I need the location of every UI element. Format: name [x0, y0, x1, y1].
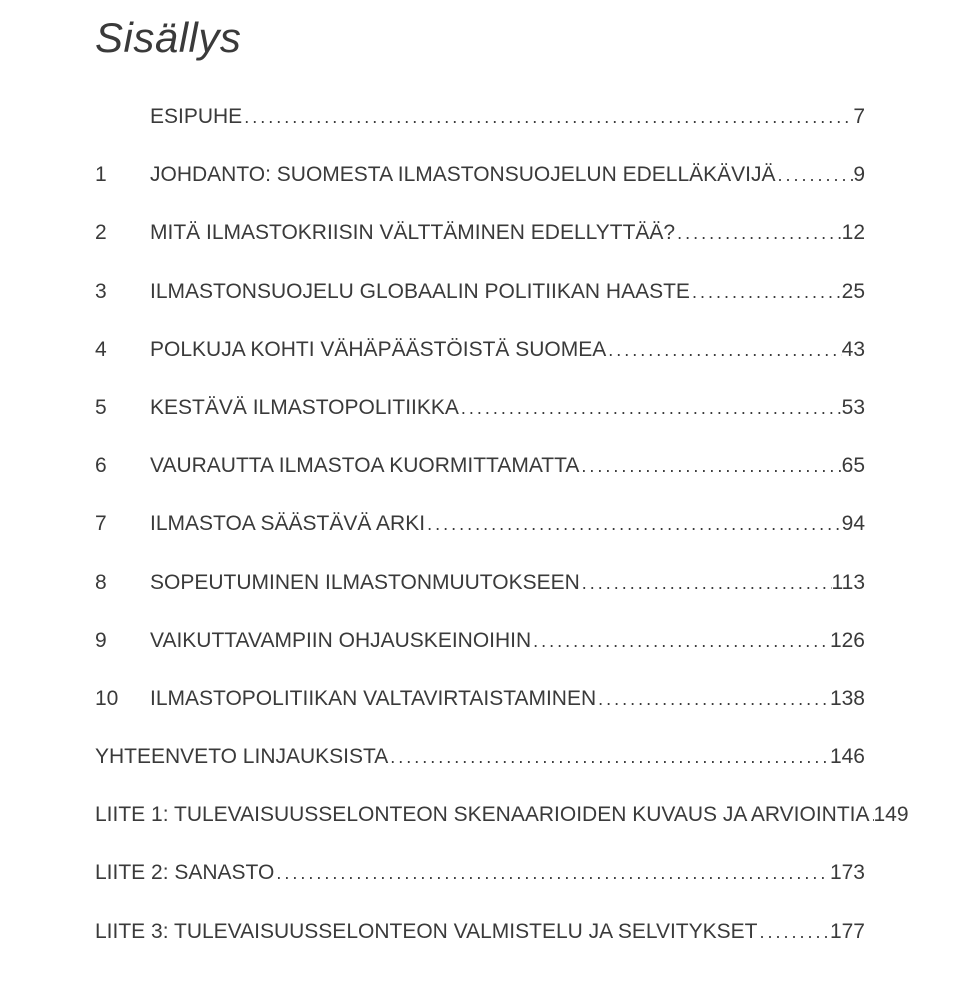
toc-chapter-label: SOPEUTUMINEN ILMASTONMUUTOKSEEN	[150, 570, 580, 595]
toc-entry: LIITE 3: TULEVAISUUSSELONTEON VALMISTELU…	[95, 919, 865, 944]
toc-chapter-label: LIITE 1: TULEVAISUUSSELONTEON SKENAARIOI…	[95, 802, 870, 827]
toc-chapter-number: 5	[95, 395, 150, 420]
toc-leader-dots	[274, 863, 830, 885]
toc-page-number: 113	[832, 570, 865, 595]
toc-chapter-label: POLKUJA KOHTI VÄHÄPÄÄSTÖISTÄ SUOMEA	[150, 337, 606, 362]
toc-leader-dots	[596, 689, 830, 711]
toc-chapter-label: VAIKUTTAVAMPIIN OHJAUSKEINOIHIN	[150, 628, 531, 653]
toc-page-number: 65	[842, 453, 865, 478]
toc-chapter-label: MITÄ ILMASTOKRIISIN VÄLTTÄMINEN EDELLYTT…	[150, 220, 675, 245]
toc-page-number: 53	[842, 395, 865, 420]
toc-entry: 8 SOPEUTUMINEN ILMASTONMUUTOKSEEN 113	[95, 570, 865, 595]
toc-entry: 2 MITÄ ILMASTOKRIISIN VÄLTTÄMINEN EDELLY…	[95, 220, 865, 245]
toc-entry: ESIPUHE 7	[95, 104, 865, 129]
toc-chapter-label: LIITE 2: SANASTO	[95, 860, 274, 885]
toc-page-number: 146	[830, 744, 865, 769]
toc-entry: 3 ILMASTONSUOJELU GLOBAALIN POLITIIKAN H…	[95, 279, 865, 304]
toc-page-number: 43	[842, 337, 865, 362]
toc-chapter-number: 9	[95, 628, 150, 653]
toc-page-number: 126	[830, 628, 865, 653]
toc-leader-dots	[459, 398, 842, 420]
toc-page-number: 138	[830, 686, 865, 711]
toc-page-number: 177	[830, 919, 865, 944]
toc-entry: 4 POLKUJA KOHTI VÄHÄPÄÄSTÖISTÄ SUOMEA 43	[95, 337, 865, 362]
toc-chapter-label: VAURAUTTA ILMASTOA KUORMITTAMATTA	[150, 453, 579, 478]
toc-leader-dots	[690, 282, 842, 304]
toc-entry: LIITE 2: SANASTO 173	[95, 860, 865, 885]
toc-leader-dots	[675, 223, 842, 245]
toc-entry: 5 KESTÄVÄ ILMASTOPOLITIIKKA 53	[95, 395, 865, 420]
toc-chapter-label: JOHDANTO: SUOMESTA ILMASTONSUOJELUN EDEL…	[150, 162, 776, 187]
page-title: Sisällys	[95, 14, 865, 62]
table-of-contents: ESIPUHE 7 1 JOHDANTO: SUOMESTA ILMASTONS…	[95, 104, 865, 944]
toc-chapter-label: ILMASTOPOLITIIKAN VALTAVIRTAISTAMINEN	[150, 686, 596, 711]
toc-chapter-number: 10	[95, 686, 150, 711]
toc-leader-dots	[580, 573, 832, 595]
toc-chapter-number: 2	[95, 220, 150, 245]
toc-page-number: 9	[853, 162, 865, 187]
toc-chapter-number: 4	[95, 337, 150, 362]
toc-leader-dots	[579, 456, 841, 478]
toc-page-number: 94	[842, 511, 865, 536]
toc-chapter-label: LIITE 3: TULEVAISUUSSELONTEON VALMISTELU…	[95, 919, 757, 944]
toc-chapter-label: ILMASTOA SÄÄSTÄVÄ ARKI	[150, 511, 425, 536]
toc-entry: 9 VAIKUTTAVAMPIIN OHJAUSKEINOIHIN 126	[95, 628, 865, 653]
toc-leader-dots	[606, 340, 841, 362]
toc-chapter-label: ILMASTONSUOJELU GLOBAALIN POLITIIKAN HAA…	[150, 279, 690, 304]
toc-chapter-label: KESTÄVÄ ILMASTOPOLITIIKKA	[150, 395, 459, 420]
toc-leader-dots	[531, 631, 830, 653]
toc-leader-dots	[757, 922, 829, 944]
toc-page-number: 149	[874, 802, 909, 827]
toc-entry: 1 JOHDANTO: SUOMESTA ILMASTONSUOJELUN ED…	[95, 162, 865, 187]
toc-chapter-number: 3	[95, 279, 150, 304]
toc-entry: LIITE 1: TULEVAISUUSSELONTEON SKENAARIOI…	[95, 802, 865, 827]
toc-chapter-number: 1	[95, 162, 150, 187]
toc-page-number: 173	[830, 860, 865, 885]
toc-leader-dots	[425, 514, 842, 536]
toc-leader-dots	[242, 107, 853, 129]
toc-leader-dots	[388, 747, 830, 769]
toc-chapter-number: 7	[95, 511, 150, 536]
toc-entry: YHTEENVETO LINJAUKSISTA 146	[95, 744, 865, 769]
toc-chapter-number: 8	[95, 570, 150, 595]
toc-entry: 7 ILMASTOA SÄÄSTÄVÄ ARKI 94	[95, 511, 865, 536]
toc-leader-dots	[776, 165, 854, 187]
toc-chapter-number: 6	[95, 453, 150, 478]
toc-page-number: 7	[853, 104, 865, 129]
toc-chapter-label: ESIPUHE	[150, 104, 242, 129]
toc-page-number: 25	[842, 279, 865, 304]
toc-chapter-label: YHTEENVETO LINJAUKSISTA	[95, 744, 388, 769]
toc-entry: 6 VAURAUTTA ILMASTOA KUORMITTAMATTA 65	[95, 453, 865, 478]
toc-page-number: 12	[842, 220, 865, 245]
toc-entry: 10 ILMASTOPOLITIIKAN VALTAVIRTAISTAMINEN…	[95, 686, 865, 711]
